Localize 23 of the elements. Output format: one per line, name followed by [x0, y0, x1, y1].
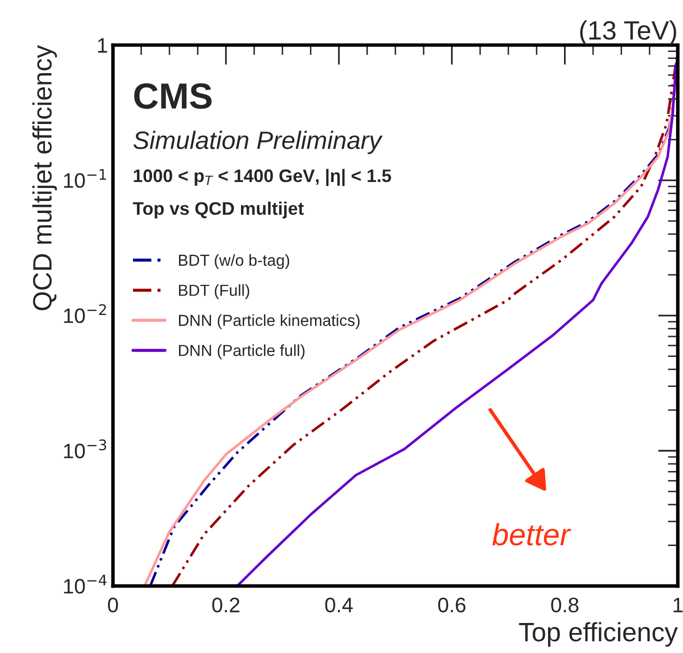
legend-label: DNN (Particle kinematics) — [179, 314, 360, 330]
y-tick-label: 10$^{−2}$ — [64, 304, 106, 324]
legend-label: BDT (w/o b-tag) — [179, 254, 290, 270]
x-axis-title: Top efficiency — [519, 622, 678, 647]
x-tick-label: 0.2 — [212, 598, 240, 612]
annotation: better — [492, 523, 572, 546]
x-tick-label: 0.4 — [325, 598, 353, 612]
annotation: Top vs QCD multijet — [132, 202, 304, 218]
x-tick-label: 0.8 — [551, 598, 578, 612]
y-tick-label: 10$^{−4}$ — [64, 574, 107, 594]
annotation: 1000 < p$_{T}$ < 1400 GeV, |η| < 1.5 — [134, 168, 392, 186]
y-axis-title: QCD multijet efficiency — [32, 45, 57, 310]
annotation: CMS — [134, 83, 212, 109]
y-tick-label: 1 — [98, 38, 108, 53]
y-tick-label: 10$^{−1}$ — [64, 169, 106, 188]
y-tick-label: 10$^{−3}$ — [64, 439, 106, 458]
x-tick-label: 1 — [674, 598, 683, 612]
legend-label: DNN (Particle full) — [179, 344, 305, 360]
annotation: Simulation Preliminary — [133, 130, 383, 154]
x-tick-label: 0 — [108, 598, 118, 612]
x-tick-label: 0.6 — [438, 598, 466, 612]
legend-label: BDT (Full) — [179, 284, 250, 300]
chart-title: (13 TeV) — [580, 20, 676, 45]
